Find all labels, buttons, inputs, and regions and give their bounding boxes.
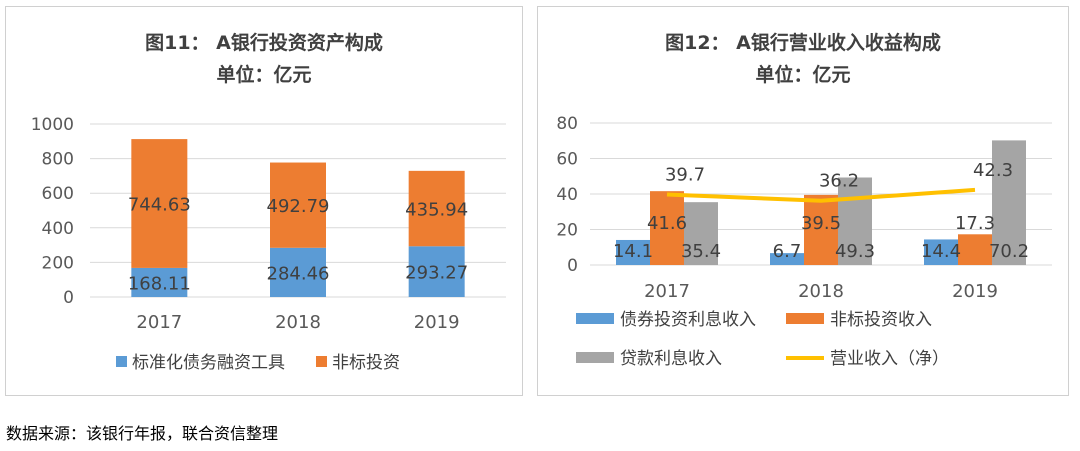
x-tick-label: 2017 xyxy=(136,312,182,333)
data-label: 168.11 xyxy=(128,273,191,294)
chart-panel-revenue-composition: 图12： A银行营业收入收益构成 单位：亿元 0 20 40 60 80 2017 201… xyxy=(537,6,1069,396)
legend-label: 营业收入（净） xyxy=(830,349,949,369)
chart-subtitle: 单位：亿元 xyxy=(755,63,850,86)
chart-title: 图12： A银行营业收入收益构成 xyxy=(665,31,941,54)
y-tick-label: 0 xyxy=(567,256,578,276)
bar-non-standard-income xyxy=(804,194,838,265)
x-tick-label: 2019 xyxy=(414,312,460,333)
data-label: 49.3 xyxy=(835,241,875,262)
legend-swatch xyxy=(576,352,614,363)
asset-composition-chart: 图11： A银行投资资产构成 单位：亿元 0 200 400 600 800 1000 2… xyxy=(31,31,506,373)
legend-swatch xyxy=(316,356,327,367)
y-tick-label: 1000 xyxy=(31,115,74,135)
bar-standardized-debt xyxy=(408,246,465,297)
x-tick-label: 2018 xyxy=(275,312,321,333)
y-tick-label: 20 xyxy=(556,221,578,241)
bar-non-standard-income xyxy=(650,191,684,265)
bar-loan-interest xyxy=(992,140,1026,265)
y-tick-label: 40 xyxy=(556,185,578,205)
bar-bond-interest xyxy=(616,239,650,265)
bar-non-standard-income xyxy=(958,234,992,265)
data-label: 17.3 xyxy=(955,213,995,234)
y-tick-label: 200 xyxy=(42,253,74,273)
data-label: 6.7 xyxy=(773,241,802,262)
chart-title: 图11： A银行投资资产构成 xyxy=(145,31,383,54)
bar-loan-interest xyxy=(838,177,872,265)
line-data-label: 36.2 xyxy=(819,171,859,192)
legend-swatch xyxy=(576,313,614,324)
legend-label: 贷款利息收入 xyxy=(620,349,722,369)
legend-swatch xyxy=(786,313,824,324)
bar-bond-interest xyxy=(770,253,804,265)
data-label: 492.79 xyxy=(267,196,330,217)
data-label: 35.4 xyxy=(681,241,721,262)
data-label: 14.4 xyxy=(921,241,961,262)
bar-loan-interest xyxy=(684,202,718,265)
bar-standardized-debt xyxy=(131,267,188,297)
y-tick-label: 600 xyxy=(42,184,74,204)
y-tick-label: 60 xyxy=(556,150,578,170)
line-data-label: 42.3 xyxy=(973,160,1013,181)
y-tick-label: 0 xyxy=(63,288,74,308)
data-label: 41.6 xyxy=(647,213,687,234)
x-tick-label: 2018 xyxy=(798,281,844,302)
bar-non-standard-investment xyxy=(270,162,326,248)
legend-label: 债券投资利息收入 xyxy=(620,310,756,330)
bar-non-standard-investment xyxy=(408,170,465,247)
data-label: 70.2 xyxy=(989,241,1029,262)
chart-subtitle: 单位：亿元 xyxy=(216,63,311,86)
y-tick-label: 400 xyxy=(42,219,74,239)
legend-label: 标准化债务融资工具 xyxy=(132,353,285,373)
bar-bond-interest xyxy=(924,239,958,265)
line-data-label: 39.7 xyxy=(665,165,705,186)
x-tick-label: 2017 xyxy=(644,281,690,302)
line-net-operating-income xyxy=(666,187,976,203)
bar-non-standard-investment xyxy=(131,139,188,268)
legend-swatch xyxy=(116,356,127,367)
source-note: 数据来源：该银行年报，联合资信整理 xyxy=(6,424,279,443)
data-label: 39.5 xyxy=(801,213,841,234)
y-tick-label: 80 xyxy=(556,114,578,134)
data-label: 284.46 xyxy=(267,263,330,284)
chart-panel-asset-composition: 图11： A银行投资资产构成 单位：亿元 0 200 400 600 800 1000 2… xyxy=(5,6,523,396)
revenue-composition-chart: 图12： A银行营业收入收益构成 单位：亿元 0 20 40 60 80 2017 201… xyxy=(556,31,1052,369)
bar-standardized-debt xyxy=(270,247,326,297)
y-tick-label: 800 xyxy=(42,150,74,170)
data-label: 293.27 xyxy=(405,263,468,284)
data-label: 14.1 xyxy=(613,241,653,262)
legend-label: 非标投资收入 xyxy=(830,310,932,330)
data-label: 435.94 xyxy=(405,200,468,221)
legend-label: 非标投资 xyxy=(332,353,400,373)
data-label: 744.63 xyxy=(128,195,191,216)
x-tick-label: 2019 xyxy=(952,281,998,302)
